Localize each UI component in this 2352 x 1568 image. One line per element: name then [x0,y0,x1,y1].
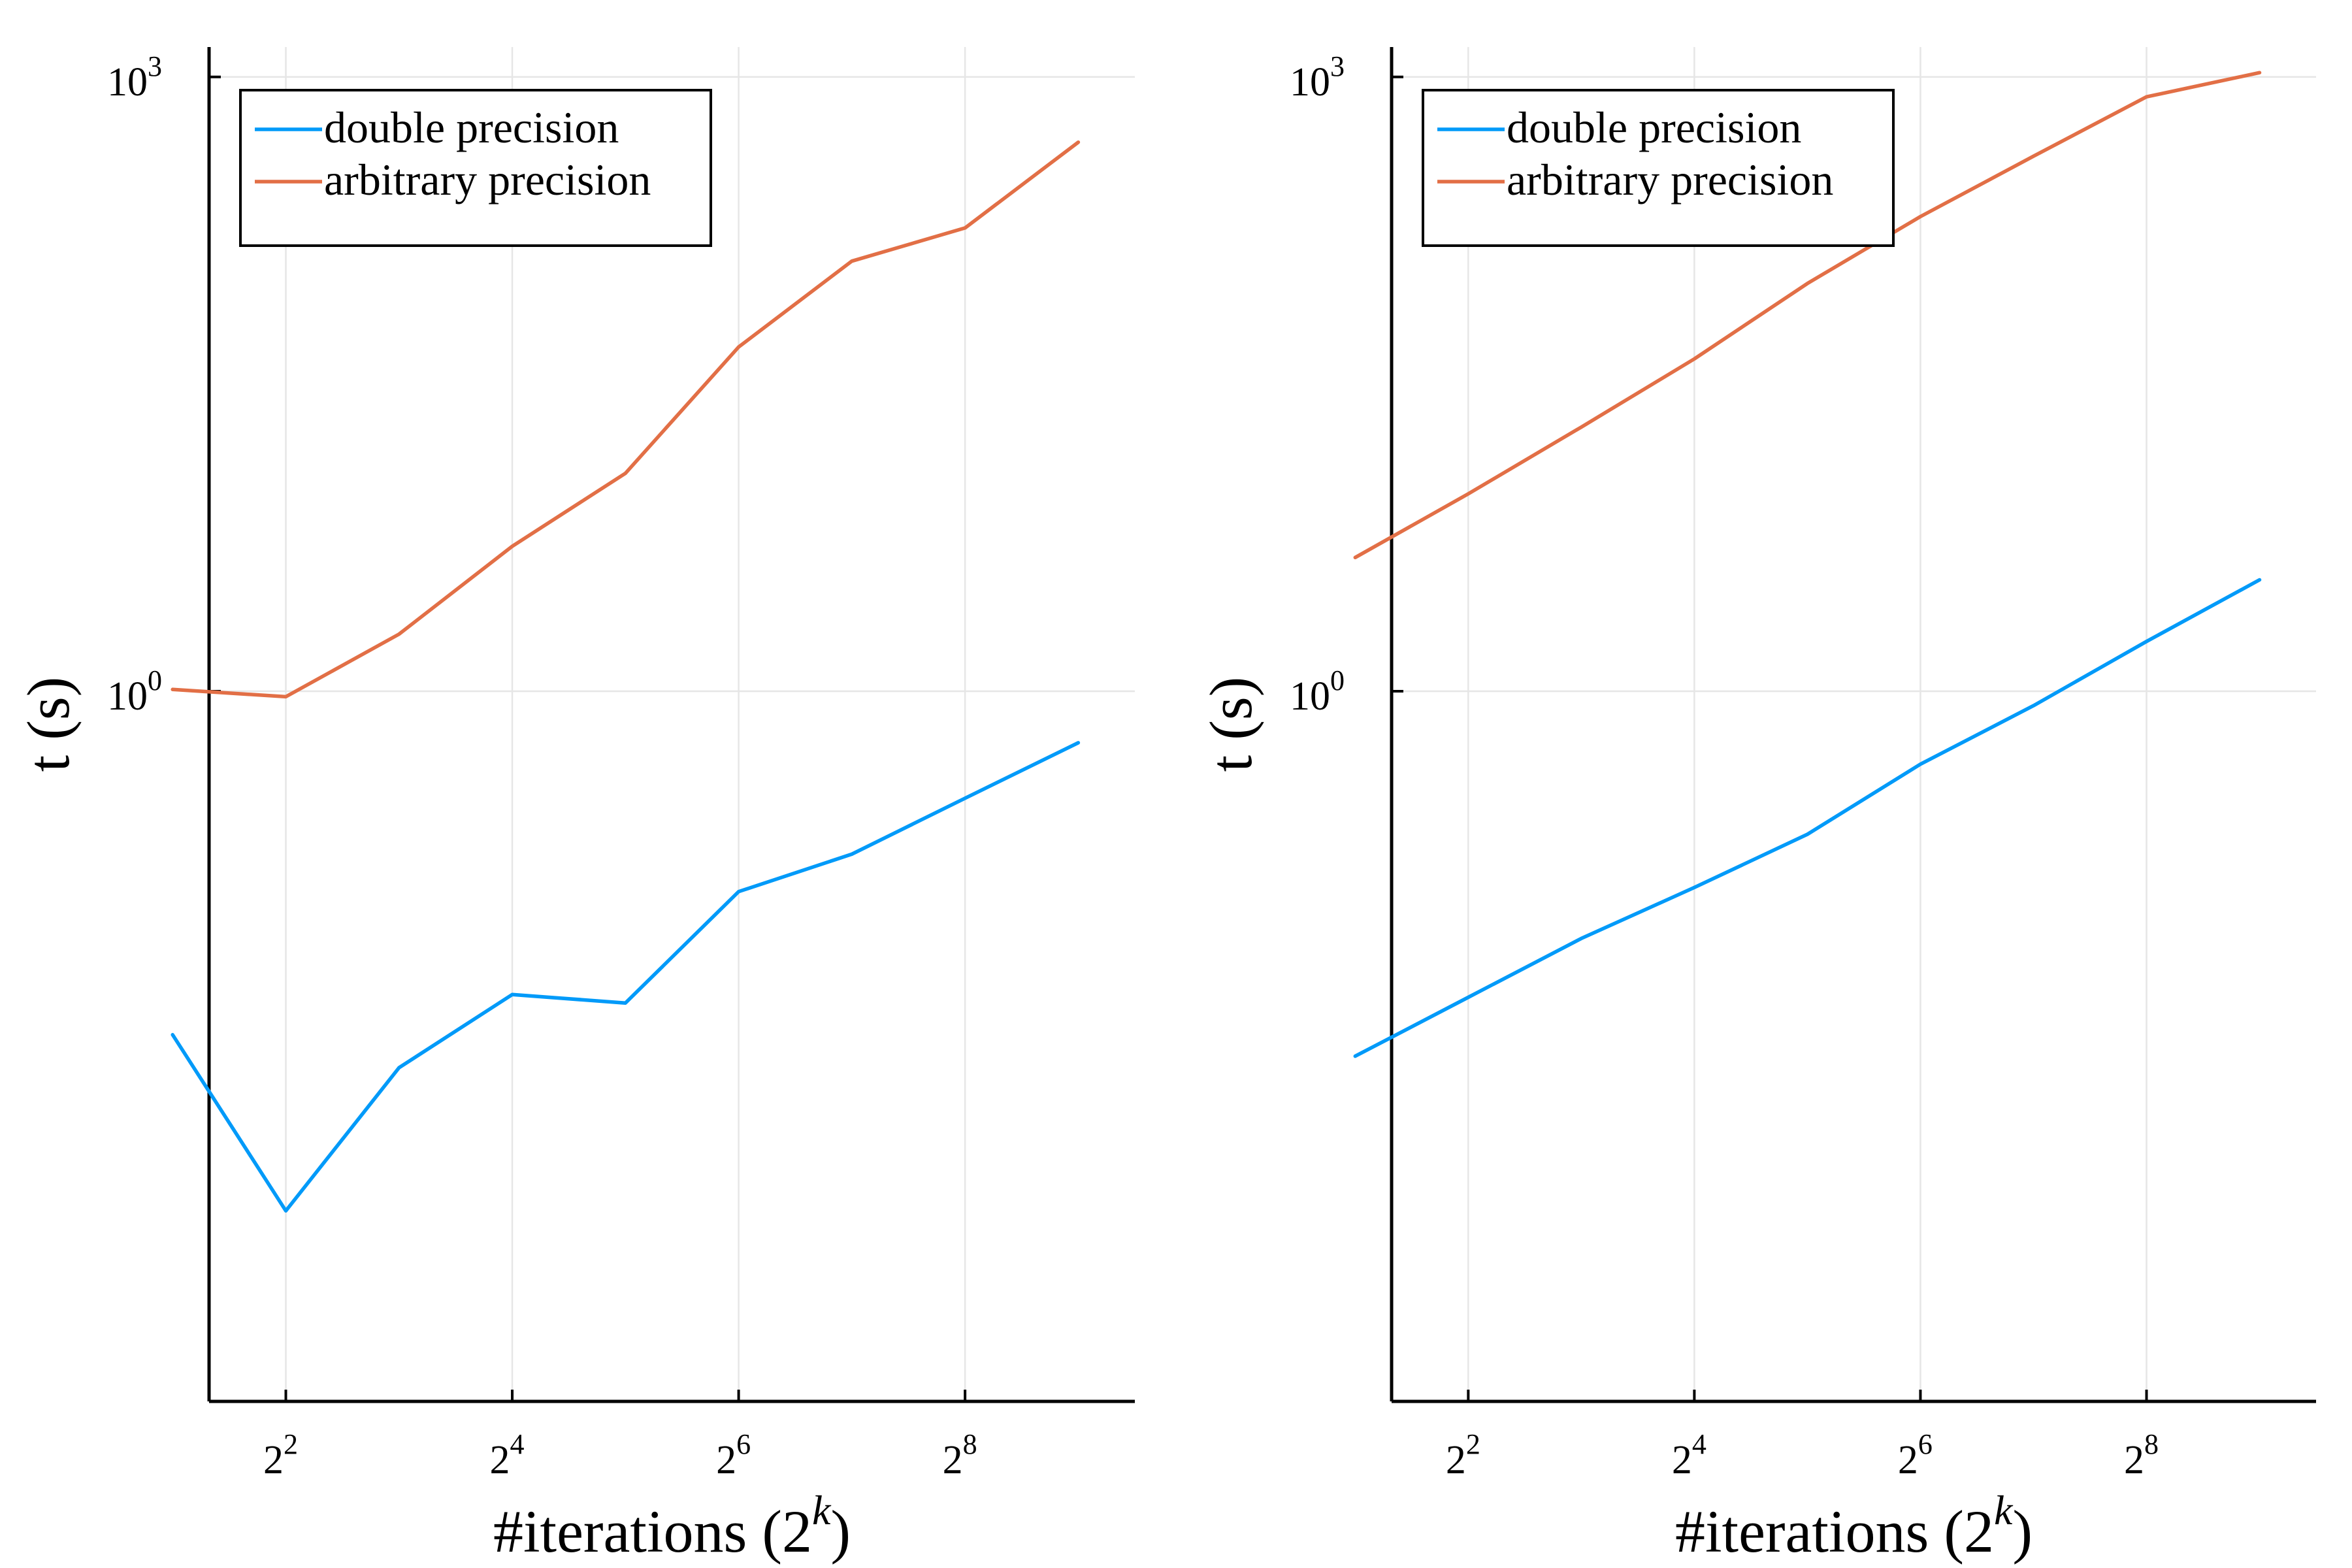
y-tick-label: 103 [107,50,162,105]
y-axis-title: t (s) [1198,677,1264,772]
y-axis-title: t (s) [15,677,82,772]
x-axis-title: #iterations (2k) [493,1487,851,1565]
x-tick-label: 26 [1898,1428,1933,1482]
series-line-arbitrary-precision [1353,71,2262,560]
x-tick-label: 22 [263,1428,298,1482]
series-line-double-precision [171,741,1081,1213]
legend-box [239,89,712,247]
legend-label: double precision [1507,103,1801,152]
x-tick-label: 28 [2124,1428,2159,1482]
y-tick-label: 100 [107,664,162,719]
legend-box [1422,89,1895,247]
x-tick-label: 24 [1672,1428,1707,1482]
left-chart-panel: 22 24 26 28 100 103 #iterations (2k) t (s) doubl… [15,47,1135,1565]
x-tick-label: 22 [1446,1428,1480,1482]
right-chart-panel: 22 24 26 28 100 103 #iterations (2k) t (s) doubl… [1198,47,2316,1565]
y-tick-label: 100 [1290,664,1345,719]
legend-label: arbitrary precision [1507,155,1833,204]
x-axis-title: #iterations (2k) [1675,1487,2033,1565]
x-tick-label: 28 [943,1428,977,1482]
legend-label: arbitrary precision [324,155,651,204]
x-tick-label: 24 [490,1428,525,1482]
series-line-arbitrary-precision [171,140,1081,699]
series-line-double-precision [1353,578,2262,1058]
x-tick-label: 26 [716,1428,751,1482]
y-tick-label: 103 [1290,50,1345,105]
legend-label: double precision [324,103,619,152]
